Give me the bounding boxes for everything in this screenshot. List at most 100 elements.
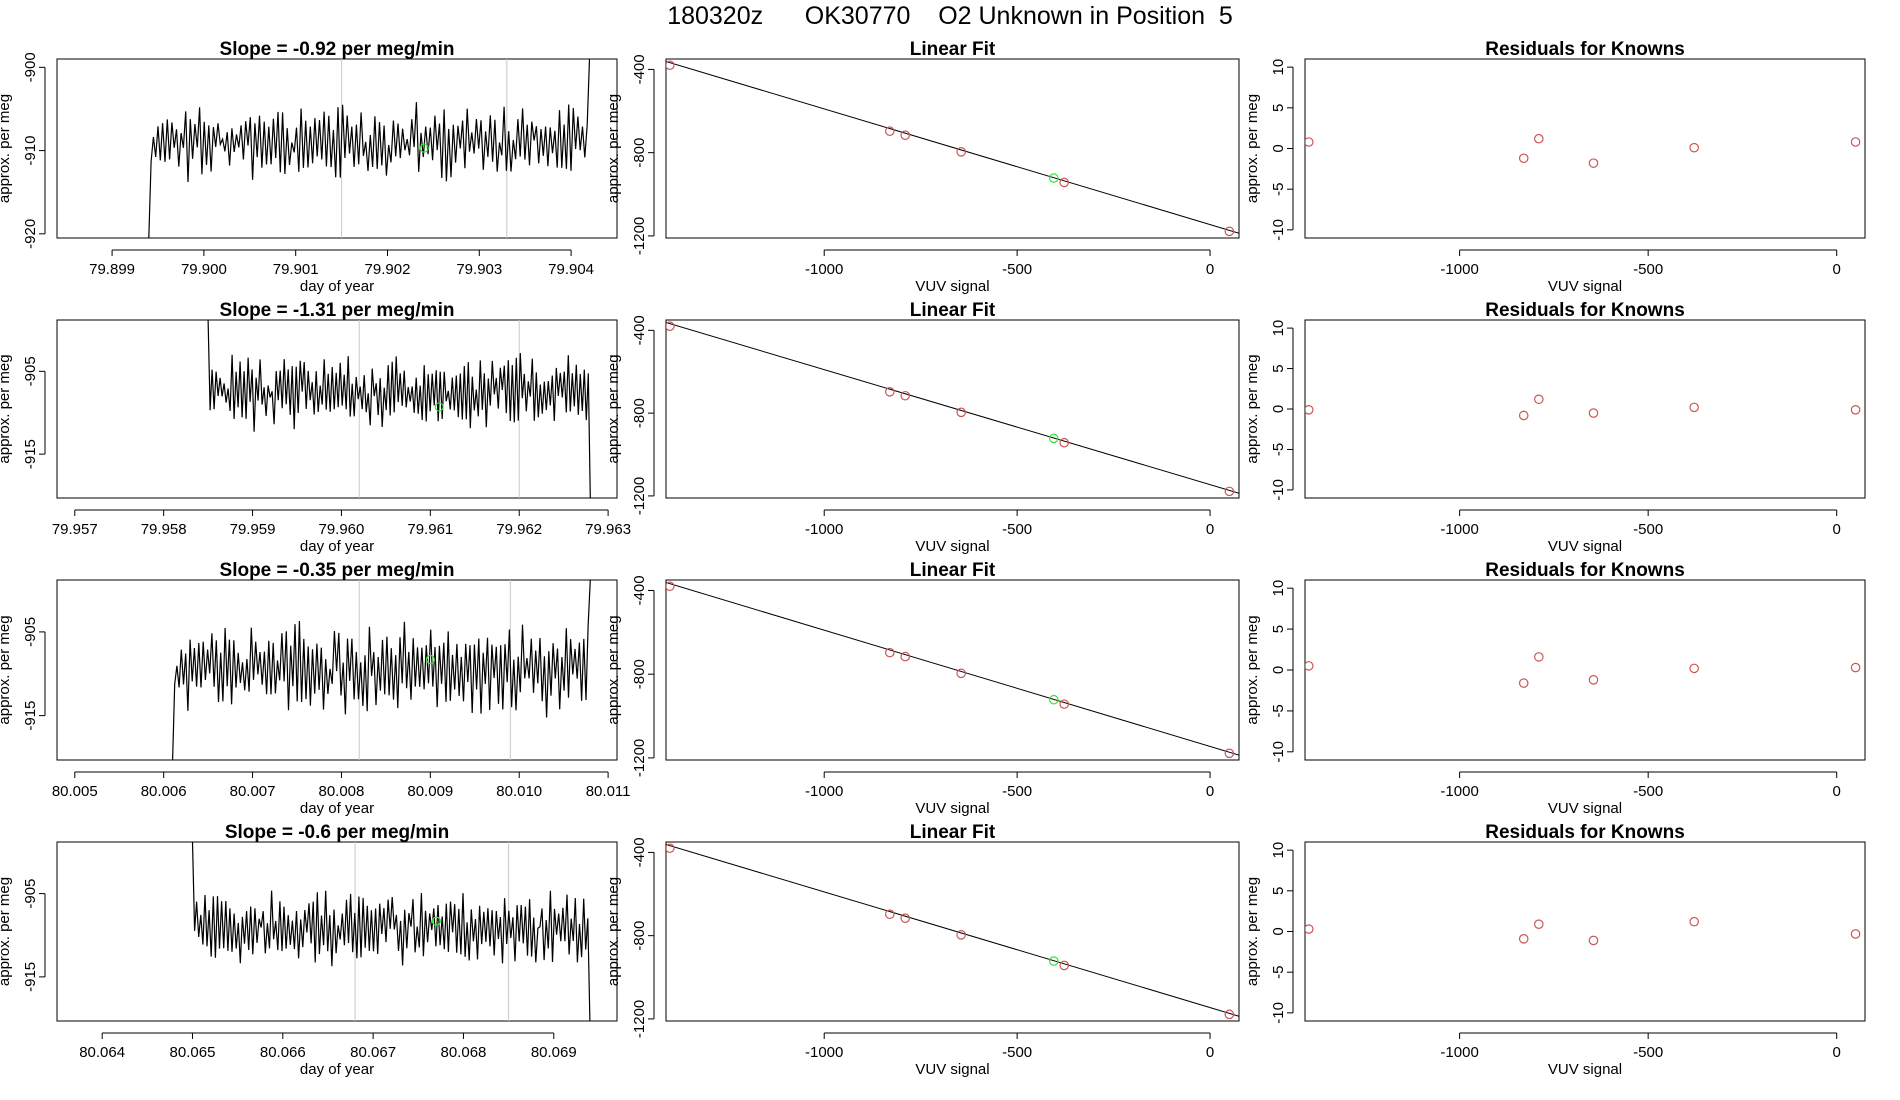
- known-point: [1689, 142, 1699, 153]
- known-point: [1305, 661, 1314, 671]
- x-tick-label: -1000: [1440, 1044, 1478, 1061]
- x-tick-label: -500: [1002, 783, 1032, 800]
- plot-frame: [56, 58, 618, 239]
- plot-area: [148, 59, 591, 238]
- known-point: [1305, 137, 1314, 147]
- y-tick-label: 10: [1270, 842, 1287, 859]
- data-trace: [148, 59, 591, 238]
- panel-title: Slope = -0.92 per meg/min: [220, 39, 455, 60]
- fit-line: [666, 844, 1239, 1017]
- y-tick-label: -915: [22, 701, 39, 731]
- plot-frame: [665, 579, 1240, 761]
- y-tick-label: -400: [631, 54, 648, 84]
- y-tick-label: -10: [1270, 1002, 1287, 1024]
- x-tick-label: 80.065: [170, 1044, 216, 1061]
- x-tick-label: 80.067: [350, 1044, 396, 1061]
- y-tick-label: 0: [1270, 405, 1287, 413]
- x-tick-label: 79.960: [318, 521, 364, 538]
- x-tick-label: 79.903: [456, 261, 502, 278]
- y-tick-label: -5: [1270, 183, 1287, 196]
- x-tick-label: 79.963: [585, 521, 631, 538]
- known-point: [1518, 678, 1529, 688]
- known-point: [956, 407, 966, 418]
- plot-frame: [1304, 579, 1866, 761]
- x-tick-label: 0: [1833, 1044, 1841, 1061]
- y-tick-label: 5: [1270, 364, 1287, 372]
- x-tick-label: 79.900: [181, 261, 227, 278]
- known-point: [666, 581, 675, 592]
- known-point: [1518, 410, 1529, 421]
- y-tick-label: -10: [1270, 741, 1287, 763]
- unknown-point: [1048, 956, 1059, 966]
- y-tick-label: -905: [22, 879, 39, 909]
- known-point: [956, 668, 966, 679]
- x-tick-label: 80.007: [230, 783, 276, 800]
- x-tick-label: 80.009: [407, 783, 453, 800]
- plot-area: [666, 581, 1239, 759]
- plot-area: [172, 580, 591, 760]
- known-point: [1689, 916, 1699, 927]
- x-tick-label: 79.961: [407, 521, 453, 538]
- known-point: [884, 126, 895, 137]
- x-tick-label: 80.066: [260, 1044, 306, 1061]
- y-tick-label: -800: [631, 921, 648, 951]
- plot-frame: [56, 319, 618, 499]
- y-axis-label: approx. per meg: [605, 354, 622, 463]
- x-tick-label: 79.957: [52, 521, 98, 538]
- known-point: [956, 930, 966, 940]
- x-axis-label: VUV signal: [915, 538, 989, 555]
- x-tick-label: 80.010: [496, 783, 542, 800]
- panel-4-1: Slope = -0.6 per meg/min 80.064 80.065 80.0…: [0, 822, 618, 1078]
- y-tick-label: -10: [1270, 219, 1287, 241]
- x-tick-label: 0: [1833, 261, 1841, 278]
- unknown-point: [1048, 173, 1059, 183]
- y-tick-label: -915: [22, 962, 39, 992]
- y-axis-label: approx. per meg: [1244, 877, 1261, 986]
- y-tick-label: -920: [22, 219, 39, 249]
- x-tick-label: 79.959: [230, 521, 276, 538]
- x-tick-label: -1000: [805, 783, 843, 800]
- panel-2-3: Residuals for Knowns -1000 -500 0 VUV signal…: [1244, 300, 1866, 555]
- x-tick-label: -500: [1002, 521, 1032, 538]
- x-tick-label: 79.962: [496, 521, 542, 538]
- x-tick-label: 0: [1833, 783, 1841, 800]
- x-tick-label: -500: [1633, 261, 1663, 278]
- y-tick-label: -5: [1270, 966, 1287, 979]
- panel-title: Linear Fit: [910, 300, 996, 321]
- unknown-point: [425, 654, 435, 665]
- y-tick-label: -1200: [631, 1000, 648, 1038]
- x-tick-label: 80.011: [586, 783, 631, 800]
- x-tick-label: -500: [1002, 261, 1032, 278]
- fit-line: [666, 322, 1239, 494]
- fit-line: [666, 61, 1239, 234]
- known-point: [1689, 663, 1699, 674]
- plot-area: [666, 60, 1239, 237]
- x-axis-label: day of year: [300, 800, 374, 817]
- known-point: [1224, 486, 1235, 497]
- x-axis-label: VUV signal: [1548, 278, 1622, 295]
- y-tick-label: -400: [631, 837, 648, 867]
- data-trace: [172, 580, 591, 760]
- x-tick-label: 80.068: [441, 1044, 487, 1061]
- known-point: [884, 387, 895, 397]
- plot-area: [207, 320, 591, 498]
- plot-area: [1305, 133, 1861, 168]
- x-tick-label: 80.069: [531, 1044, 577, 1061]
- fit-line: [666, 582, 1239, 756]
- x-tick-label: -500: [1002, 1044, 1032, 1061]
- y-tick-label: 5: [1270, 104, 1287, 112]
- x-tick-label: 79.904: [548, 261, 594, 278]
- known-point: [1689, 402, 1699, 413]
- known-point: [1534, 133, 1544, 144]
- known-point: [1588, 408, 1599, 418]
- x-tick-label: 80.064: [79, 1044, 125, 1061]
- panel-title: Slope = -0.6 per meg/min: [225, 822, 449, 843]
- known-point: [1534, 394, 1544, 405]
- plot-frame: [665, 841, 1240, 1022]
- panel-3-3: Residuals for Knowns -1000 -500 0 VUV signal…: [1244, 560, 1866, 817]
- y-tick-label: -400: [631, 315, 648, 345]
- x-tick-label: -1000: [805, 1044, 843, 1061]
- data-trace: [207, 320, 591, 498]
- x-tick-label: 0: [1206, 521, 1214, 538]
- known-point: [900, 913, 911, 923]
